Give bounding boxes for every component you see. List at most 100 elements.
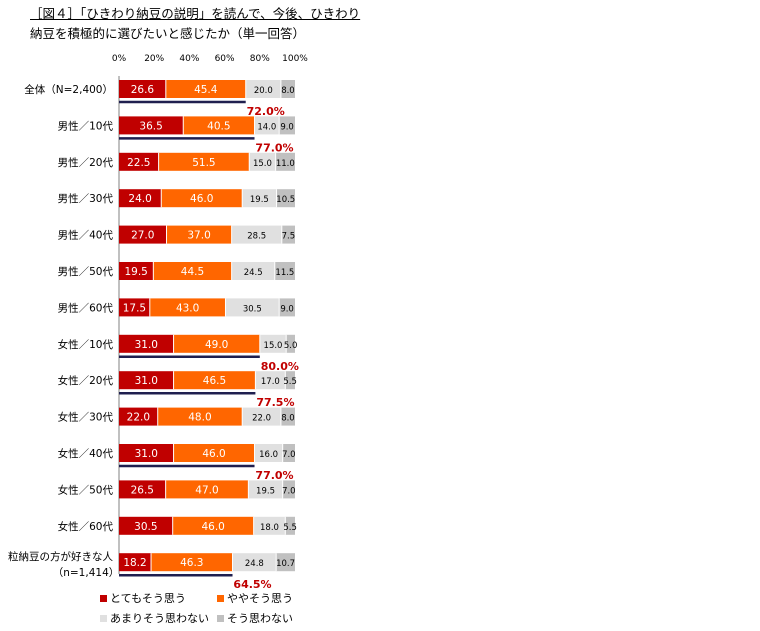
data-label: 7.5 bbox=[282, 232, 296, 242]
bar-segment bbox=[119, 444, 174, 462]
bar-segment bbox=[286, 334, 295, 353]
category-label: 女性／60代 bbox=[58, 520, 114, 533]
bar-segment bbox=[281, 225, 295, 244]
data-label: 11.0 bbox=[276, 159, 295, 169]
data-label: 5.5 bbox=[283, 377, 297, 387]
legend-swatch bbox=[100, 614, 107, 622]
chart-title-line-1: ［図４］「ひきわり納豆の説明」を読んで、今後、ひきわり bbox=[30, 6, 361, 21]
bar-segment bbox=[285, 516, 295, 535]
data-label: 22.0 bbox=[127, 412, 150, 424]
bar-segment bbox=[276, 189, 295, 208]
bar-segment bbox=[173, 444, 255, 462]
category-label: 女性／20代 bbox=[58, 374, 114, 387]
data-label: 17.0 bbox=[261, 377, 280, 387]
data-label: 10.7 bbox=[276, 559, 295, 569]
bar-segment bbox=[119, 80, 166, 98]
total-label: 64.5% bbox=[233, 578, 271, 591]
bar-segment bbox=[173, 334, 260, 353]
data-label: 22.0 bbox=[252, 414, 271, 424]
bar-segment bbox=[119, 553, 152, 572]
legend-label: そう思わない bbox=[227, 612, 293, 625]
data-label: 18.0 bbox=[260, 523, 279, 533]
legend-swatch bbox=[100, 594, 107, 602]
bar-segment bbox=[253, 516, 286, 535]
data-label: 51.5 bbox=[192, 157, 215, 169]
bar-segment bbox=[158, 152, 250, 171]
bar-segment bbox=[282, 480, 295, 499]
data-label: 14.0 bbox=[257, 122, 276, 132]
data-label: 27.0 bbox=[131, 230, 154, 242]
bar-segment bbox=[119, 189, 162, 208]
bar-segment bbox=[161, 189, 243, 208]
data-label: 46.0 bbox=[202, 448, 225, 460]
bar-segment bbox=[242, 407, 281, 426]
category-label: 男性／10代 bbox=[58, 119, 114, 132]
x-tick-label: 40% bbox=[179, 54, 199, 64]
bar-segment bbox=[183, 116, 255, 135]
legend-swatch bbox=[217, 594, 224, 602]
bar-segment bbox=[165, 80, 246, 98]
bar-segment bbox=[119, 262, 154, 280]
data-label: 46.0 bbox=[190, 193, 213, 205]
data-label: 5.5 bbox=[283, 523, 297, 533]
data-label: 36.5 bbox=[139, 120, 162, 132]
legend-item: そう思わない bbox=[217, 612, 293, 626]
category-label: 男性／50代 bbox=[58, 265, 114, 278]
x-tick-label: 20% bbox=[144, 54, 164, 64]
data-label: 15.0 bbox=[264, 341, 283, 351]
bar-segment bbox=[172, 516, 254, 535]
chart-title-line-2: 納豆を積極的に選びたいと感じたか（単一回答） bbox=[30, 26, 306, 41]
legend-label: とてもそう思う bbox=[110, 592, 186, 605]
data-label: 19.5 bbox=[124, 266, 147, 278]
data-label: 44.5 bbox=[181, 266, 204, 278]
legend-item: ややそう思う bbox=[217, 592, 293, 606]
data-label: 15.0 bbox=[253, 159, 272, 169]
bar-segment bbox=[254, 444, 283, 462]
data-label: 11.5 bbox=[275, 268, 294, 278]
data-label: 19.5 bbox=[256, 486, 275, 496]
data-label: 43.0 bbox=[176, 302, 199, 314]
bar-segment bbox=[225, 298, 280, 317]
x-tick-label: 60% bbox=[215, 54, 235, 64]
data-label: 19.5 bbox=[250, 195, 269, 205]
data-label: 26.6 bbox=[131, 84, 155, 96]
bar-segment bbox=[119, 152, 159, 171]
total-label: 80.0% bbox=[261, 360, 299, 373]
data-label: 47.0 bbox=[195, 484, 218, 496]
data-label: 31.0 bbox=[135, 339, 158, 351]
bar-segment bbox=[279, 116, 295, 135]
data-label: 10.5 bbox=[276, 195, 295, 205]
bar-segment bbox=[119, 516, 173, 535]
data-label: 8.0 bbox=[281, 414, 295, 424]
data-label: 7.0 bbox=[282, 486, 296, 496]
category-label: 男性／20代 bbox=[58, 156, 114, 169]
category-label: 男性／40代 bbox=[58, 229, 114, 242]
data-label: 24.0 bbox=[128, 193, 151, 205]
category-label: 男性／60代 bbox=[58, 301, 114, 314]
bar-segment bbox=[166, 225, 232, 244]
data-label: 46.0 bbox=[201, 521, 224, 533]
x-tick-label: 80% bbox=[250, 54, 270, 64]
data-label: 18.2 bbox=[123, 557, 146, 569]
data-label: 28.5 bbox=[247, 232, 266, 242]
bar-segment bbox=[165, 480, 249, 499]
legend-item: とてもそう思う bbox=[100, 592, 186, 606]
category-label: 女性／50代 bbox=[58, 483, 114, 496]
bar-segment bbox=[153, 262, 232, 280]
data-label: 5.0 bbox=[284, 341, 298, 351]
category-label-sub: （n=1,414） bbox=[53, 567, 120, 579]
bar-segment bbox=[119, 407, 158, 426]
data-label: 8.0 bbox=[281, 86, 295, 96]
x-tick-label: 100% bbox=[282, 54, 308, 64]
data-label: 49.0 bbox=[205, 339, 228, 351]
bar-segment bbox=[119, 480, 166, 499]
x-tick-label: 0% bbox=[112, 54, 127, 64]
bar-segment bbox=[280, 80, 295, 98]
data-label: 17.5 bbox=[123, 302, 146, 314]
bar-segment bbox=[274, 262, 295, 280]
bar-segment bbox=[259, 334, 287, 353]
total-label: 77.0% bbox=[255, 469, 293, 482]
category-label: 女性／10代 bbox=[58, 338, 114, 351]
data-label: 20.0 bbox=[254, 86, 273, 96]
